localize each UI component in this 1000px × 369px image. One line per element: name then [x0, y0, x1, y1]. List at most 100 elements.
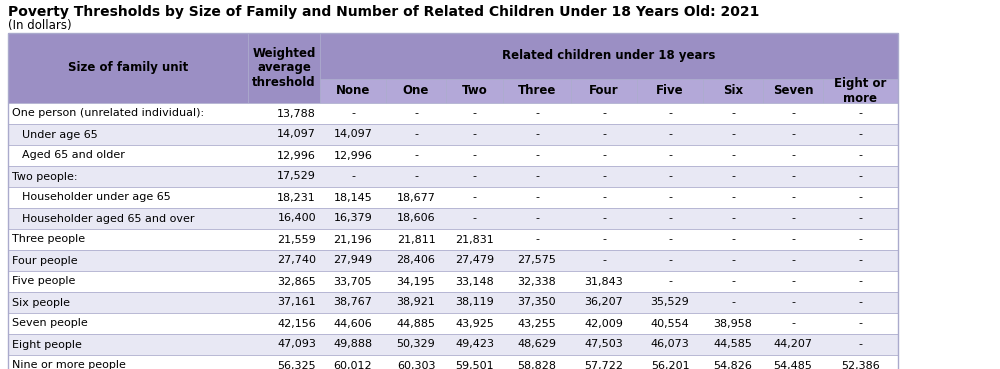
Text: 35,529: 35,529	[651, 297, 689, 307]
Text: -: -	[731, 193, 735, 203]
Text: 38,958: 38,958	[714, 318, 752, 328]
Text: 38,767: 38,767	[334, 297, 372, 307]
Text: Three people: Three people	[12, 235, 85, 245]
Text: -: -	[791, 297, 795, 307]
Bar	[763, 79, 823, 103]
Text: Two people:: Two people:	[12, 172, 78, 182]
Text: -: -	[414, 130, 418, 139]
Text: 12,996: 12,996	[277, 151, 316, 161]
Bar	[8, 145, 898, 166]
Bar	[8, 292, 898, 313]
Text: 18,677: 18,677	[397, 193, 435, 203]
Text: 50,329: 50,329	[397, 339, 435, 349]
Text: -: -	[473, 193, 477, 203]
Text: 14,097: 14,097	[277, 130, 316, 139]
Text: -: -	[473, 151, 477, 161]
Text: -: -	[791, 214, 795, 224]
Text: 18,231: 18,231	[277, 193, 316, 203]
Text: -: -	[731, 276, 735, 286]
Text: 48,629: 48,629	[518, 339, 556, 349]
Bar	[8, 313, 898, 334]
Text: Five people: Five people	[12, 276, 75, 286]
Text: -: -	[668, 214, 672, 224]
Text: 16,379: 16,379	[334, 214, 372, 224]
Text: 56,201: 56,201	[651, 361, 689, 369]
Text: 38,119: 38,119	[455, 297, 494, 307]
Text: -: -	[791, 172, 795, 182]
Text: -: -	[668, 172, 672, 182]
Text: -: -	[535, 235, 539, 245]
Bar	[386, 79, 446, 103]
Text: -: -	[351, 172, 355, 182]
Text: -: -	[668, 255, 672, 266]
Text: -: -	[602, 151, 606, 161]
Text: -: -	[535, 172, 539, 182]
Text: -: -	[791, 108, 795, 118]
Text: -: -	[731, 108, 735, 118]
Text: Householder under age 65: Householder under age 65	[22, 193, 171, 203]
Text: Seven: Seven	[773, 85, 813, 97]
Text: Poverty Thresholds by Size of Family and Number of Related Children Under 18 Yea: Poverty Thresholds by Size of Family and…	[8, 5, 759, 19]
Text: -: -	[858, 255, 862, 266]
Bar	[571, 79, 637, 103]
Text: -: -	[602, 108, 606, 118]
Text: -: -	[668, 193, 672, 203]
Text: One person (unrelated individual):: One person (unrelated individual):	[12, 108, 204, 118]
Bar	[446, 79, 503, 103]
Bar	[248, 33, 320, 103]
Text: 34,195: 34,195	[397, 276, 435, 286]
Text: 59,501: 59,501	[455, 361, 494, 369]
Text: Related children under 18 years: Related children under 18 years	[502, 49, 716, 62]
Text: Eight or
more: Eight or more	[834, 77, 887, 105]
Text: -: -	[858, 318, 862, 328]
Bar	[8, 250, 898, 271]
Text: -: -	[602, 214, 606, 224]
Bar	[320, 33, 898, 79]
Text: Five: Five	[656, 85, 684, 97]
Text: -: -	[858, 172, 862, 182]
Text: -: -	[351, 108, 355, 118]
Text: -: -	[858, 339, 862, 349]
Text: 43,925: 43,925	[455, 318, 494, 328]
Text: 33,705: 33,705	[334, 276, 372, 286]
Text: -: -	[414, 151, 418, 161]
Text: 43,255: 43,255	[518, 318, 556, 328]
Text: 42,009: 42,009	[585, 318, 623, 328]
Text: 27,575: 27,575	[518, 255, 556, 266]
Bar	[8, 103, 898, 124]
Text: 21,831: 21,831	[455, 235, 494, 245]
Text: -: -	[731, 297, 735, 307]
Bar	[8, 334, 898, 355]
Text: -: -	[731, 255, 735, 266]
Text: -: -	[668, 276, 672, 286]
Text: -: -	[668, 130, 672, 139]
Text: -: -	[731, 130, 735, 139]
Text: 14,097: 14,097	[334, 130, 372, 139]
Bar	[503, 79, 571, 103]
Bar	[8, 33, 898, 369]
Text: -: -	[535, 108, 539, 118]
Text: 42,156: 42,156	[277, 318, 316, 328]
Text: -: -	[668, 108, 672, 118]
Text: 38,921: 38,921	[397, 297, 435, 307]
Text: 13,788: 13,788	[277, 108, 316, 118]
Text: -: -	[473, 130, 477, 139]
Text: 28,406: 28,406	[397, 255, 435, 266]
Bar	[8, 355, 898, 369]
Text: 21,559: 21,559	[277, 235, 316, 245]
Text: 18,145: 18,145	[334, 193, 372, 203]
Text: None: None	[336, 85, 370, 97]
Text: 60,012: 60,012	[334, 361, 372, 369]
Text: 47,503: 47,503	[585, 339, 623, 349]
Text: -: -	[791, 151, 795, 161]
Text: Four: Four	[589, 85, 619, 97]
Text: -: -	[858, 297, 862, 307]
Text: 16,400: 16,400	[277, 214, 316, 224]
Text: -: -	[602, 130, 606, 139]
Text: -: -	[858, 214, 862, 224]
Text: -: -	[535, 151, 539, 161]
Text: 18,606: 18,606	[397, 214, 435, 224]
Text: 60,303: 60,303	[397, 361, 435, 369]
Text: -: -	[791, 193, 795, 203]
Text: Seven people: Seven people	[12, 318, 88, 328]
